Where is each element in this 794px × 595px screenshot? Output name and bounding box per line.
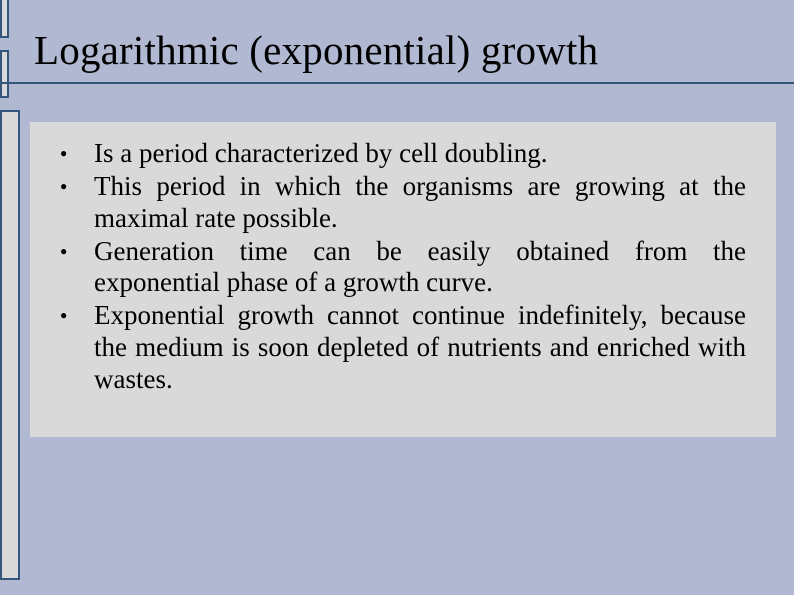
bullet-list: Is a period characterized by cell doubli…: [50, 138, 746, 396]
left-decor-strip: [0, 0, 22, 595]
list-item: Exponential growth cannot continue indef…: [50, 300, 746, 396]
slide-body: Logarithmic (exponential) growth Is a pe…: [30, 26, 776, 577]
title-underline: [0, 82, 794, 84]
slide-title: Logarithmic (exponential) growth: [30, 26, 776, 74]
list-item: Is a period characterized by cell doubli…: [50, 138, 746, 170]
list-item: This period in which the organisms are g…: [50, 171, 746, 235]
content-panel: Is a period characterized by cell doubli…: [30, 122, 776, 437]
decor-bar: [0, 0, 9, 38]
decor-bar: [0, 110, 20, 580]
decor-bar: [0, 50, 9, 98]
list-item: Generation time can be easily obtained f…: [50, 236, 746, 300]
